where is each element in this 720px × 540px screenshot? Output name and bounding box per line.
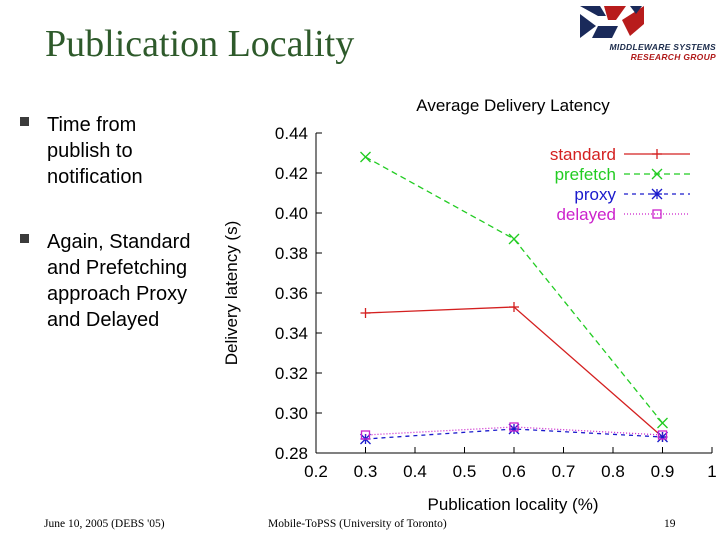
y-tick-label: 0.32 (275, 364, 308, 383)
data-point-delayed (657, 430, 668, 440)
x-tick-labels: 0.2 0.3 0.4 0.5 0.6 0.7 0.8 0.9 1 (304, 447, 717, 481)
x-tick-label: 0.5 (453, 462, 477, 481)
middleware-systems-logo: MIDDLEWARE SYSTEMS RESEARCH GROUP (578, 4, 716, 62)
square-bullet-icon (20, 234, 29, 243)
y-tick-label: 0.38 (275, 244, 308, 263)
logo-text-line1: MIDDLEWARE SYSTEMS (609, 42, 716, 52)
series-line-standard (365, 306, 663, 438)
y-tick-label: 0.44 (275, 124, 308, 143)
bullet-text-1: Time from publish to notification (47, 114, 143, 188)
chart-title: Average Delivery Latency (416, 96, 610, 115)
legend-marker-delayed (652, 209, 662, 219)
square-bullet-icon (20, 117, 29, 126)
x-tick-label: 0.8 (601, 462, 625, 481)
legend-marker-standard (652, 149, 662, 159)
data-point-delayed (360, 430, 371, 440)
footer-date: June 10, 2005 (DEBS '05) (44, 518, 165, 530)
footer-project: Mobile-ToPSS (University of Toronto) (268, 518, 447, 530)
y-tick-label: 0.30 (275, 404, 308, 423)
data-point-prefetch (657, 417, 668, 429)
legend-label-prefetch: prefetch (555, 165, 616, 184)
series-layer (360, 151, 668, 445)
logo-mark-icon (580, 6, 644, 38)
y-tick-labels: 0.28 0.30 0.32 0.34 0.36 0.38 0.40 0.42 0.44 (275, 124, 322, 463)
x-tick-label: 0.2 (304, 462, 328, 481)
y-tick-label: 0.36 (275, 284, 308, 303)
data-point-prefetch (360, 151, 371, 163)
y-tick-label: 0.42 (275, 164, 308, 183)
slide-title: Publication Locality (45, 23, 355, 65)
legend-label-proxy: proxy (574, 185, 616, 204)
legend-label-standard: standard (550, 145, 616, 164)
x-tick-label: 0.3 (354, 462, 378, 481)
plot-area (315, 133, 712, 454)
data-point-proxy (508, 423, 520, 435)
y-tick-label: 0.40 (275, 204, 308, 223)
x-tick-label: 1 (707, 462, 716, 481)
bullet-text-2: Again, Standard and Prefetching approach… (47, 231, 191, 331)
data-point-standard (360, 308, 371, 318)
y-tick-label: 0.28 (275, 444, 308, 463)
series-line-prefetch (365, 156, 664, 424)
data-point-delayed (509, 422, 519, 432)
y-tick-label: 0.34 (275, 324, 308, 343)
data-point-standard (509, 302, 519, 312)
legend-label-delayed: delayed (556, 205, 616, 224)
logo-text-line2: RESEARCH GROUP (630, 52, 716, 62)
x-axis-label: Publication locality (%) (427, 495, 598, 514)
legend-marker-proxy (651, 188, 663, 200)
x-tick-label: 0.7 (552, 462, 576, 481)
data-point-prefetch (508, 233, 520, 245)
x-tick-label: 0.4 (403, 462, 427, 481)
footer-page-number: 19 (664, 518, 676, 530)
data-point-proxy (657, 431, 668, 443)
x-tick-label: 0.9 (651, 462, 675, 481)
x-tick-label: 0.6 (502, 462, 526, 481)
y-axis-label: Delivery latency (s) (222, 221, 241, 366)
legend-marker-prefetch (651, 168, 663, 180)
series-line-proxy (365, 428, 663, 440)
